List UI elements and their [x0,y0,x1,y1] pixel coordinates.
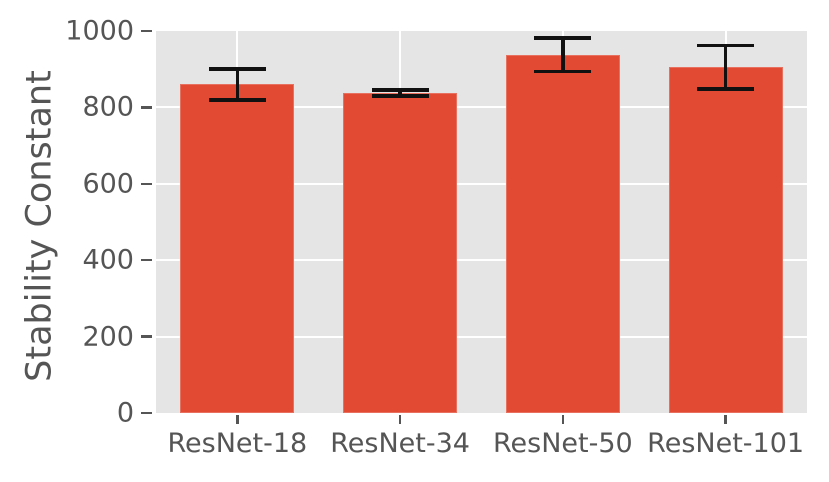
error-bar-cap-bottom [534,69,592,74]
y-tick-mark [141,29,152,33]
error-bar-cap-top [371,88,429,92]
error-bar-cap-top [697,43,755,48]
y-tick-label: 400 [82,244,134,276]
y-tick-label: 0 [116,397,134,429]
error-bar-line [398,89,402,96]
y-tick-label: 800 [82,91,134,123]
error-bar-line [235,69,240,100]
error-bar-line [723,45,728,90]
y-tick-label: 200 [82,321,134,353]
y-tick-mark [141,182,152,186]
gridline-horizontal [156,335,807,338]
y-tick-mark [141,335,152,338]
x-tick-label: ResNet-50 [493,428,633,459]
x-tick-label: ResNet-18 [167,428,308,459]
plot-area [156,31,807,413]
error-bar-cap-top [534,36,592,40]
y-axis-label: Stability Constant [19,70,60,382]
x-tick-mark [398,415,402,424]
y-tick-mark [141,411,152,415]
y-tick-label: 1000 [65,15,134,47]
bar [180,84,295,413]
error-bar-cap-bottom [371,94,429,98]
bar [505,54,620,413]
x-tick-mark [724,415,727,424]
x-tick-mark [236,415,239,424]
gridline-horizontal [156,259,807,262]
gridline-horizontal [156,182,807,185]
bar [668,67,783,413]
error-bar-line [561,37,565,72]
y-tick-mark [141,106,152,109]
error-bar-cap-top [208,67,266,71]
x-tick-mark [561,415,565,424]
error-bar-cap-bottom [208,98,266,102]
y-tick-label: 600 [82,168,134,200]
x-tick-label: ResNet-101 [647,428,805,459]
y-tick-mark [141,258,152,262]
error-bar-cap-bottom [697,87,755,91]
bar [343,92,458,413]
gridline-horizontal [156,106,807,109]
x-tick-label: ResNet-34 [330,428,470,459]
